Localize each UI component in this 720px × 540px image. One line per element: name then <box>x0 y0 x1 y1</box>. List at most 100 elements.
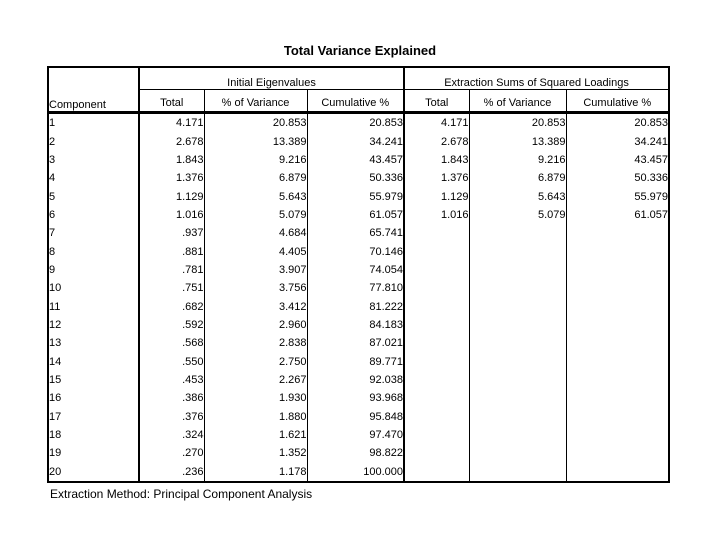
value-cell: 92.038 <box>307 370 406 390</box>
col-header-total-initial: Total <box>139 89 205 114</box>
value-cell: 100.000 <box>307 462 406 482</box>
value-cell <box>404 297 470 316</box>
value-cell: 77.810 <box>307 279 406 298</box>
col-header-pct-variance-extraction: % of Variance <box>469 89 567 114</box>
component-cell: 18 <box>48 425 140 445</box>
value-cell: 3.756 <box>204 279 308 298</box>
value-cell: 81.222 <box>307 297 406 316</box>
value-cell <box>566 242 669 260</box>
value-cell <box>566 297 669 315</box>
value-cell: 65.741 <box>307 224 406 243</box>
value-cell <box>404 242 470 261</box>
value-cell: 87.021 <box>307 334 406 353</box>
value-cell: 1.352 <box>204 444 308 463</box>
value-cell: 1.376 <box>404 169 470 188</box>
table-row: 19.270 1.352 98.822 <box>48 444 669 463</box>
table-row: 8.881 4.405 70.146 <box>48 242 669 261</box>
value-cell <box>404 389 470 408</box>
value-cell: 5.079 <box>469 205 567 225</box>
table-body: 1 4.171 20.853 20.853 4.171 20.853 20.853 2 2.67… <box>48 112 669 482</box>
value-cell: 2.838 <box>204 334 308 353</box>
table-row: 15.453 2.267 92.038 <box>48 370 669 390</box>
value-cell: .751 <box>139 279 205 298</box>
table-row: 3 1.843 9.216 43.457 1.843 9.216 43.457 <box>48 150 669 170</box>
value-cell <box>404 370 470 390</box>
value-cell: 61.057 <box>634 208 669 221</box>
value-cell: 89.771 <box>307 352 406 371</box>
component-cell: 4 <box>48 169 140 188</box>
value-cell <box>469 407 567 426</box>
value-cell: .236 <box>139 462 205 482</box>
value-cell: 95.848 <box>307 407 406 426</box>
initial-eigenvalues-header: Initial Eigenvalues <box>139 67 406 90</box>
value-cell: 13.389 <box>469 132 567 151</box>
value-cell <box>469 334 567 353</box>
table-row: 13.568 2.838 87.021 <box>48 334 669 353</box>
value-cell <box>566 371 669 389</box>
value-cell <box>469 279 567 298</box>
table-title: Total Variance Explained <box>283 43 437 58</box>
total-variance-explained-table: Component Initial Eigenvalues Extraction… <box>47 66 671 483</box>
value-cell <box>566 389 669 407</box>
value-cell <box>404 444 470 463</box>
value-cell <box>469 425 567 445</box>
value-cell: 4.171 <box>404 112 470 133</box>
value-cell: 2.960 <box>204 315 308 335</box>
value-cell <box>566 444 669 462</box>
value-cell: 5.643 <box>204 187 308 206</box>
value-cell: .592 <box>139 315 205 335</box>
component-cell: 6 <box>48 205 140 225</box>
value-cell <box>404 260 470 280</box>
value-cell <box>404 224 470 243</box>
value-cell: .550 <box>139 352 205 371</box>
component-cell: 3 <box>48 150 140 170</box>
value-cell: 55.979 <box>307 187 406 206</box>
value-cell <box>566 334 669 352</box>
value-cell <box>404 279 470 298</box>
value-cell: 4.171 <box>139 112 205 133</box>
value-cell: .270 <box>139 444 205 463</box>
value-cell: 20.853 <box>307 112 406 133</box>
value-cell: 74.054 <box>307 260 406 280</box>
value-cell: 1.880 <box>204 407 308 426</box>
table-row: 2 2.678 13.389 34.241 2.678 13.389 34.241 <box>48 132 669 151</box>
table-row: 11.682 3.412 81.222 <box>48 297 669 316</box>
value-cell: 20.853 <box>634 117 669 130</box>
component-cell: 8 <box>48 242 140 261</box>
col-header-cumulative-extraction: Cumulative % <box>566 89 670 114</box>
value-cell <box>404 407 470 426</box>
value-cell <box>404 334 470 353</box>
value-cell: 98.822 <box>307 444 406 463</box>
value-cell <box>469 389 567 408</box>
value-cell: .376 <box>139 407 205 426</box>
value-cell: .324 <box>139 425 205 445</box>
value-cell: 2.678 <box>139 132 205 151</box>
component-cell: 16 <box>48 389 140 408</box>
value-cell <box>566 224 669 242</box>
value-cell <box>404 462 470 482</box>
component-cell: 2 <box>48 132 140 151</box>
value-cell: 9.216 <box>469 150 567 170</box>
value-cell: 1.930 <box>204 389 308 408</box>
table-row: 10.751 3.756 77.810 <box>48 279 669 298</box>
value-cell <box>469 370 567 390</box>
value-cell: 6.879 <box>469 169 567 188</box>
table-row: 5 1.129 5.643 55.979 1.129 5.643 55.979 <box>48 187 669 206</box>
value-cell: 43.457 <box>634 153 669 166</box>
value-cell: 1.016 <box>139 205 205 225</box>
value-cell: 1.843 <box>139 150 205 170</box>
table-row: 16.386 1.930 93.968 <box>48 389 669 408</box>
value-cell <box>469 242 567 261</box>
sub-header-row: Total % of Variance Cumulative % Total %… <box>48 89 670 114</box>
value-cell: 70.146 <box>307 242 406 261</box>
value-cell <box>469 315 567 335</box>
value-cell: .781 <box>139 260 205 280</box>
value-cell: 9.216 <box>204 150 308 170</box>
component-cell: 17 <box>48 407 140 426</box>
value-cell: 1.016 <box>404 205 470 225</box>
value-cell: 55.979 <box>634 190 669 203</box>
component-cell: 5 <box>48 187 140 206</box>
value-cell <box>469 352 567 371</box>
value-cell: .937 <box>139 224 205 243</box>
value-cell <box>404 425 470 445</box>
